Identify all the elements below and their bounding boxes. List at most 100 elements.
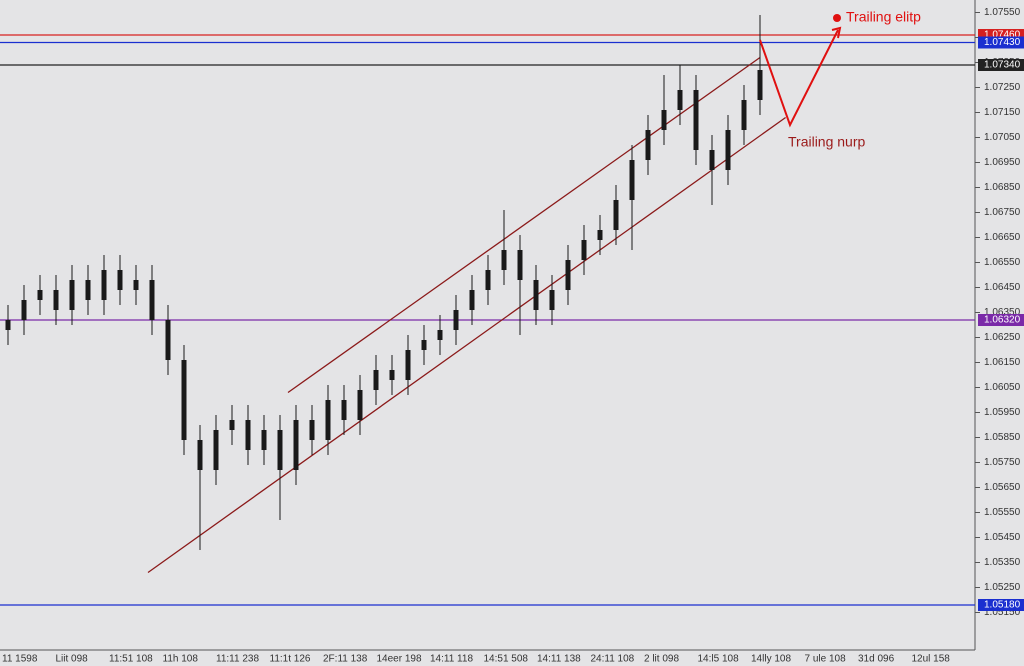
x-tick-label: 11:1t 126 bbox=[270, 654, 311, 665]
y-tick-label: 1.07050 bbox=[984, 132, 1021, 143]
level-label-box bbox=[978, 59, 1024, 71]
x-tick-label: 2F:11 138 bbox=[323, 654, 368, 665]
x-tick-label: 11:51 108 bbox=[109, 654, 153, 665]
y-tick-label: 1.06550 bbox=[984, 257, 1021, 268]
candle-body bbox=[501, 250, 507, 270]
level-label-box bbox=[978, 599, 1024, 611]
y-tick-label: 1.06450 bbox=[984, 282, 1021, 293]
candle-body bbox=[437, 330, 443, 340]
x-tick-label: 11 1598 bbox=[2, 654, 38, 665]
candle-body bbox=[485, 270, 491, 290]
candle-body bbox=[709, 150, 715, 170]
y-tick-label: 1.06150 bbox=[984, 357, 1021, 368]
candle-body bbox=[213, 430, 219, 470]
candle-body bbox=[533, 280, 539, 310]
y-tick-label: 1.06050 bbox=[984, 382, 1021, 393]
candle-body bbox=[549, 290, 555, 310]
candle-body bbox=[261, 430, 267, 450]
candle-body bbox=[293, 420, 299, 470]
candle-body bbox=[277, 430, 283, 470]
y-tick-label: 1.06850 bbox=[984, 182, 1021, 193]
annotation: Trailing nurp bbox=[788, 134, 866, 150]
x-tick-label: 14:51 508 bbox=[484, 654, 529, 665]
candle-body bbox=[341, 400, 347, 420]
level-label-box bbox=[978, 36, 1024, 49]
candle-body bbox=[373, 370, 379, 390]
candle-body bbox=[37, 290, 43, 300]
x-tick-label: 14lly 108 bbox=[751, 654, 791, 665]
annotation-dot bbox=[833, 14, 841, 22]
x-tick-label: 2 lit 098 bbox=[644, 654, 679, 665]
x-tick-label: 14:11 138 bbox=[537, 654, 581, 665]
level-label: 1.07430 bbox=[984, 37, 1021, 48]
candle-body bbox=[629, 160, 635, 200]
candle-body bbox=[661, 110, 667, 130]
x-tick-label: Liit 098 bbox=[56, 654, 89, 665]
x-tick-label: 12ul 158 bbox=[912, 654, 951, 665]
candle-body bbox=[85, 280, 91, 300]
candle-body bbox=[469, 290, 475, 310]
y-tick-label: 1.05650 bbox=[984, 482, 1021, 493]
y-tick-label: 1.05750 bbox=[984, 457, 1021, 468]
candle-body bbox=[325, 400, 331, 440]
candle-body bbox=[149, 280, 155, 320]
x-tick-label: 31d 096 bbox=[858, 654, 895, 665]
x-tick-label: 14:11 118 bbox=[430, 654, 473, 665]
annotation-arrow bbox=[759, 29, 839, 128]
candle-body bbox=[245, 420, 251, 450]
y-tick-label: 1.05350 bbox=[984, 557, 1021, 568]
candle-body bbox=[309, 420, 315, 440]
plot: 1.075501.074501.073501.072501.071501.070… bbox=[0, 7, 1024, 665]
y-tick-label: 1.06350 bbox=[984, 307, 1021, 318]
candle-body bbox=[389, 370, 395, 380]
y-tick-label: 1.06950 bbox=[984, 157, 1021, 168]
candle-body bbox=[725, 130, 731, 170]
y-tick-label: 1.05550 bbox=[984, 507, 1021, 518]
candle-body bbox=[117, 270, 123, 290]
candle-body bbox=[69, 280, 75, 310]
arrow-head bbox=[831, 26, 842, 39]
y-tick-label: 1.05450 bbox=[984, 532, 1021, 543]
x-tick-label: 14eer 198 bbox=[377, 654, 422, 665]
candle-body bbox=[597, 230, 603, 240]
candle-body bbox=[133, 280, 139, 290]
candle-body bbox=[181, 360, 187, 440]
candle-body bbox=[693, 90, 699, 150]
candle-body bbox=[581, 240, 587, 260]
candle-body bbox=[197, 440, 203, 470]
level-label-box bbox=[978, 314, 1024, 326]
x-tick-label: 7 ule 108 bbox=[805, 654, 847, 665]
candle-body bbox=[421, 340, 427, 350]
level-label: 1.05180 bbox=[984, 600, 1021, 611]
candle-body bbox=[565, 260, 571, 290]
candle-body bbox=[357, 390, 363, 420]
candle-body bbox=[677, 90, 683, 110]
level-label: 1.07340 bbox=[984, 60, 1021, 71]
candle-body bbox=[613, 200, 619, 230]
candle-body bbox=[21, 300, 27, 320]
y-tick-label: 1.05150 bbox=[984, 607, 1021, 618]
annotation: Trailing elitp bbox=[846, 9, 921, 25]
candle-body bbox=[453, 310, 459, 330]
y-tick-label: 1.07250 bbox=[984, 82, 1021, 93]
candle-body bbox=[53, 290, 59, 310]
candle-body bbox=[741, 100, 747, 130]
candle-body bbox=[517, 250, 523, 280]
x-tick-label: 11h 108 bbox=[163, 654, 199, 665]
x-tick-label: 24:11 108 bbox=[591, 654, 635, 665]
x-tick-label: 11:11 238 bbox=[216, 654, 259, 665]
y-tick-label: 1.06750 bbox=[984, 207, 1021, 218]
y-tick-label: 1.05250 bbox=[984, 582, 1021, 593]
candle-body bbox=[405, 350, 411, 380]
candle-body bbox=[645, 130, 651, 160]
level-label: 1.07460 bbox=[984, 30, 1021, 41]
candle-body bbox=[229, 420, 235, 430]
candle-body bbox=[5, 320, 11, 330]
candle-body bbox=[757, 70, 763, 100]
candle-body bbox=[165, 320, 171, 360]
y-tick-label: 1.06650 bbox=[984, 232, 1021, 243]
y-tick-label: 1.07150 bbox=[984, 107, 1021, 118]
x-tick-label: 14:l5 108 bbox=[698, 654, 740, 665]
